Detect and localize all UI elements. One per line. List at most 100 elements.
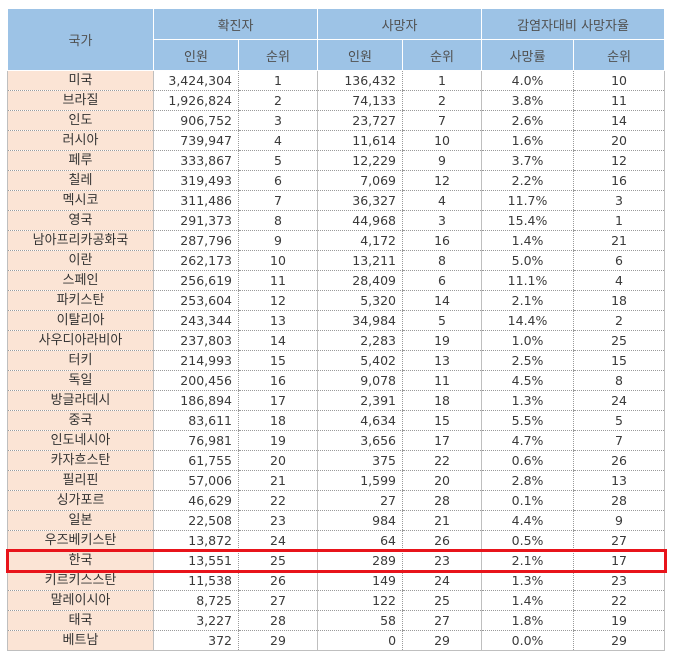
confirmed-rank-cell: 20 — [237, 450, 318, 471]
fatality-rank-cell: 27 — [573, 530, 666, 551]
fatality-rate-cell: 1.0% — [481, 330, 574, 351]
country-cell: 영국 — [7, 210, 154, 231]
fatality-rate-cell: 1.8% — [481, 610, 574, 631]
deaths-rank-cell: 26 — [402, 530, 482, 551]
deaths-rank-cell: 16 — [402, 230, 482, 251]
deaths-rank-cell: 3 — [402, 210, 482, 231]
fatality-rate-cell: 5.5% — [481, 410, 574, 431]
fatality-rank-cell: 1 — [573, 210, 666, 231]
confirmed-rank-cell: 16 — [237, 370, 318, 391]
country-cell: 우즈베키스탄 — [7, 530, 154, 551]
fatality-rank-cell: 24 — [573, 390, 666, 411]
table-row: 방글라데시 186,894 17 2,391 18 1.3% 24 — [7, 390, 666, 411]
confirmed-rank-cell: 27 — [237, 590, 318, 611]
country-cell: 키르키스스탄 — [7, 570, 154, 591]
fatality-rank-cell: 20 — [573, 130, 666, 151]
covid-stats-table: 국가 확진자 사망자 감염자대비 사망자율 인원 순위 인원 순위 사망률 순위… — [7, 8, 666, 651]
fatality-rate-cell: 4.5% — [481, 370, 574, 391]
deaths-rank-cell: 5 — [402, 310, 482, 331]
fatality-rank-cell: 25 — [573, 330, 666, 351]
country-cell: 멕시코 — [7, 190, 154, 211]
subheader-confirmed-count: 인원 — [153, 39, 239, 71]
deaths-rank-cell: 13 — [402, 350, 482, 371]
deaths-count-cell: 2,283 — [317, 330, 403, 351]
fatality-rank-cell: 23 — [573, 570, 666, 591]
deaths-rank-cell: 19 — [402, 330, 482, 351]
fatality-rank-cell: 3 — [573, 190, 666, 211]
subheader-fatality-rank: 순위 — [573, 39, 666, 71]
deaths-count-cell: 0 — [317, 630, 403, 651]
deaths-count-cell: 375 — [317, 450, 403, 471]
table-row: 독일 200,456 16 9,078 11 4.5% 8 — [7, 370, 666, 391]
fatality-rank-cell: 7 — [573, 430, 666, 451]
confirmed-rank-cell: 25 — [237, 550, 318, 571]
deaths-rank-cell: 8 — [402, 250, 482, 271]
confirmed-count-cell: 372 — [153, 630, 239, 651]
fatality-rank-cell: 14 — [573, 110, 666, 131]
subheader-deaths-count: 인원 — [317, 39, 404, 71]
fatality-rate-cell: 1.6% — [481, 130, 574, 151]
deaths-count-cell: 44,968 — [317, 210, 403, 231]
country-cell: 한국 — [7, 550, 154, 571]
fatality-rate-cell: 1.3% — [481, 570, 574, 591]
fatality-rate-cell: 14.4% — [481, 310, 574, 331]
country-cell: 페루 — [7, 150, 154, 171]
country-cell: 방글라데시 — [7, 390, 154, 411]
table-row: 러시아 739,947 4 11,614 10 1.6% 20 — [7, 130, 666, 151]
deaths-rank-cell: 23 — [402, 550, 482, 571]
confirmed-count-cell: 311,486 — [153, 190, 239, 211]
table-row: 베트남 372 29 0 29 0.0% 29 — [7, 630, 666, 651]
fatality-rate-cell: 11.7% — [481, 190, 574, 211]
deaths-rank-cell: 7 — [402, 110, 482, 131]
fatality-rate-cell: 4.4% — [481, 510, 574, 531]
header-fatality-rate: 감염자대비 사망자율 — [481, 8, 666, 40]
confirmed-rank-cell: 2 — [237, 90, 318, 111]
deaths-count-cell: 3,656 — [317, 430, 403, 451]
deaths-count-cell: 5,320 — [317, 290, 403, 311]
fatality-rank-cell: 19 — [573, 610, 666, 631]
confirmed-count-cell: 13,872 — [153, 530, 239, 551]
deaths-rank-cell: 11 — [402, 370, 482, 391]
fatality-rank-cell: 11 — [573, 90, 666, 111]
table-row: 인도 906,752 3 23,727 7 2.6% 14 — [7, 110, 666, 131]
fatality-rank-cell: 12 — [573, 150, 666, 171]
confirmed-rank-cell: 1 — [237, 70, 318, 91]
deaths-count-cell: 27 — [317, 490, 403, 511]
confirmed-rank-cell: 22 — [237, 490, 318, 511]
table-row: 페루 333,867 5 12,229 9 3.7% 12 — [7, 150, 666, 171]
confirmed-rank-cell: 3 — [237, 110, 318, 131]
confirmed-rank-cell: 12 — [237, 290, 318, 311]
confirmed-count-cell: 186,894 — [153, 390, 239, 411]
deaths-rank-cell: 21 — [402, 510, 482, 531]
fatality-rate-cell: 3.8% — [481, 90, 574, 111]
fatality-rate-cell: 0.1% — [481, 490, 574, 511]
deaths-count-cell: 289 — [317, 550, 403, 571]
deaths-count-cell: 12,229 — [317, 150, 403, 171]
fatality-rank-cell: 2 — [573, 310, 666, 331]
fatality-rank-cell: 21 — [573, 230, 666, 251]
deaths-rank-cell: 2 — [402, 90, 482, 111]
country-cell: 미국 — [7, 70, 154, 91]
deaths-rank-cell: 29 — [402, 630, 482, 651]
fatality-rank-cell: 5 — [573, 410, 666, 431]
table-row: 남아프리카공화국 287,796 9 4,172 16 1.4% 21 — [7, 230, 666, 251]
country-cell: 인도 — [7, 110, 154, 131]
confirmed-count-cell: 256,619 — [153, 270, 239, 291]
deaths-count-cell: 9,078 — [317, 370, 403, 391]
country-cell: 태국 — [7, 610, 154, 631]
confirmed-count-cell: 3,227 — [153, 610, 239, 631]
confirmed-count-cell: 8,725 — [153, 590, 239, 611]
confirmed-rank-cell: 15 — [237, 350, 318, 371]
confirmed-rank-cell: 10 — [237, 250, 318, 271]
fatality-rate-cell: 1.3% — [481, 390, 574, 411]
country-cell: 러시아 — [7, 130, 154, 151]
confirmed-count-cell: 243,344 — [153, 310, 239, 331]
country-cell: 중국 — [7, 410, 154, 431]
confirmed-rank-cell: 19 — [237, 430, 318, 451]
confirmed-rank-cell: 5 — [237, 150, 318, 171]
confirmed-count-cell: 237,803 — [153, 330, 239, 351]
country-cell: 스페인 — [7, 270, 154, 291]
country-cell: 필리핀 — [7, 470, 154, 491]
fatality-rank-cell: 6 — [573, 250, 666, 271]
confirmed-rank-cell: 13 — [237, 310, 318, 331]
